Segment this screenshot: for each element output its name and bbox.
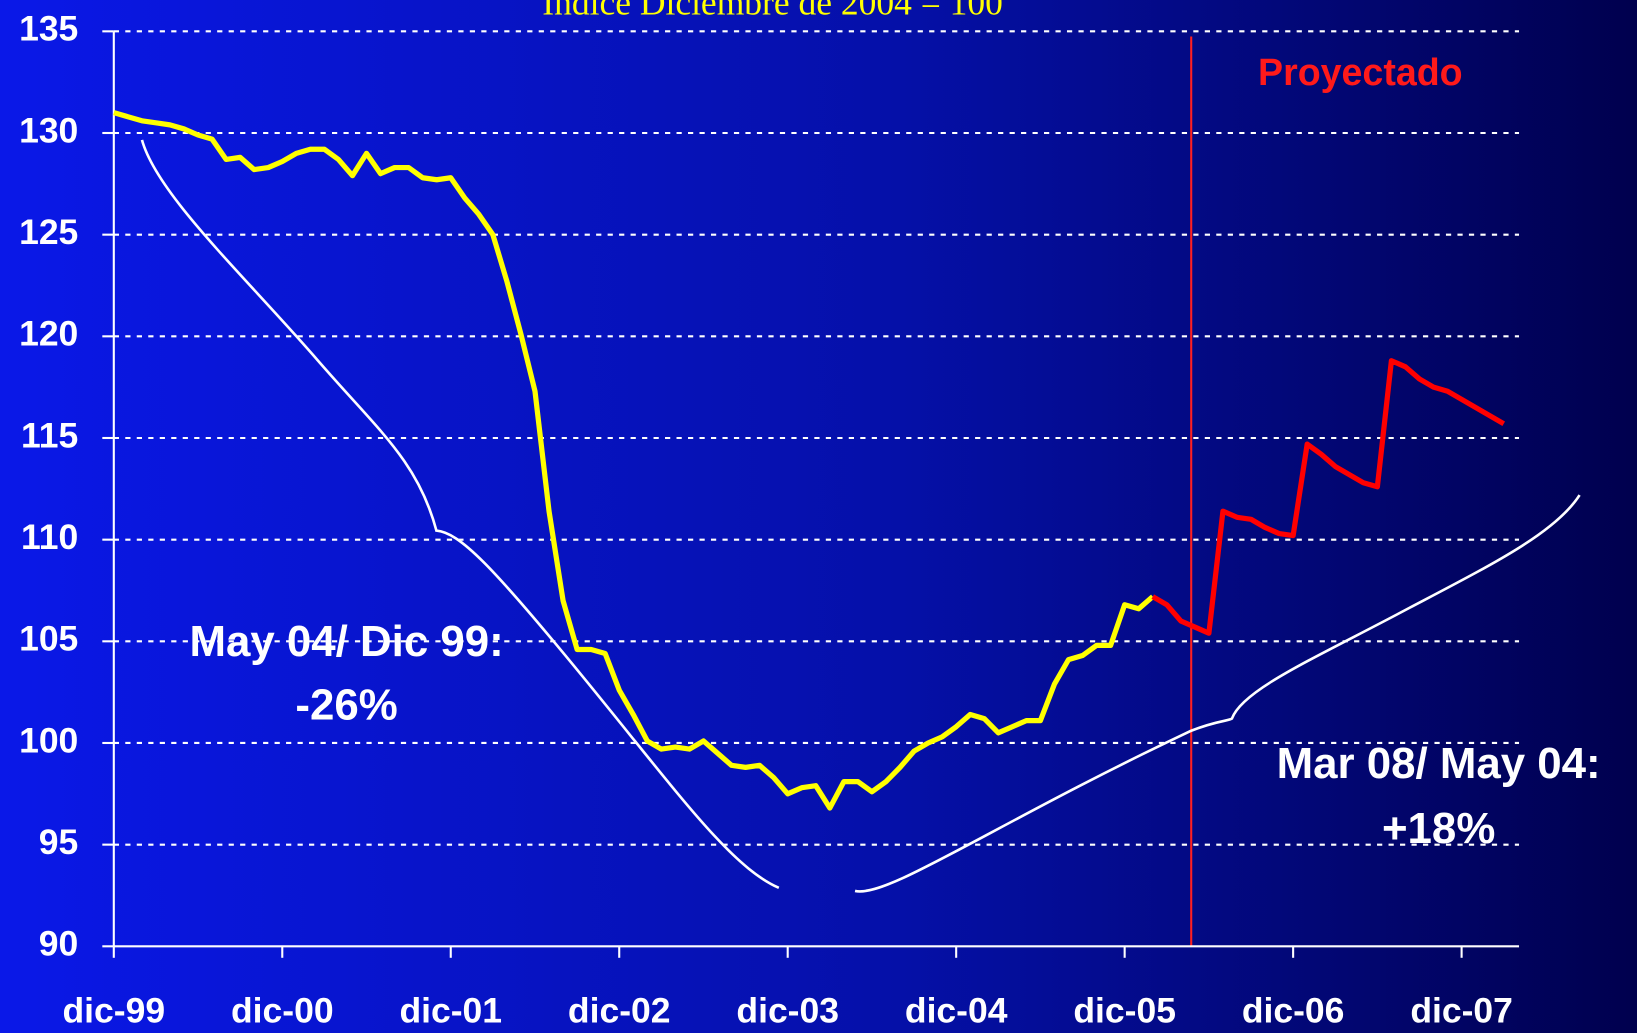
series-line [113,110,1155,811]
brace [140,139,780,890]
y-tick-label: 95 [39,822,78,862]
x-tick-label: dic-07 [1410,991,1513,1031]
x-tick-label: dic-99 [63,991,166,1031]
subtitle: Índice Diciembre de 2004 = 100 [542,0,1003,22]
projection-label: Proyectado [1258,51,1463,93]
y-tick-label: 105 [19,619,78,659]
x-tick-label: dic-04 [905,991,1008,1031]
x-tick-label: dic-05 [1073,991,1176,1031]
y-tick-label: 100 [19,720,78,760]
y-tick-label: 130 [19,110,78,150]
series-line [1151,358,1506,636]
y-tick-label: 120 [19,314,78,354]
x-tick-label: dic-01 [399,991,502,1031]
y-tick-label: 115 [21,415,78,455]
grid [113,30,1520,846]
annotation: +18% [1382,804,1495,853]
x-tick-label: dic-00 [231,991,334,1031]
x-tick-label: dic-06 [1242,991,1345,1031]
y-tick-label: 110 [21,517,78,557]
annotation: -26% [295,681,397,730]
y-tick-label: 90 [39,924,78,964]
x-tick-label: dic-02 [568,991,671,1031]
x-tick-label: dic-03 [736,991,839,1031]
brace [854,494,1581,893]
y-tick-label: 125 [19,212,78,252]
annotation: May 04/ Dic 99: [189,617,503,666]
annotation: Mar 08/ May 04: [1277,739,1601,788]
y-tick-label: 135 [19,9,78,49]
